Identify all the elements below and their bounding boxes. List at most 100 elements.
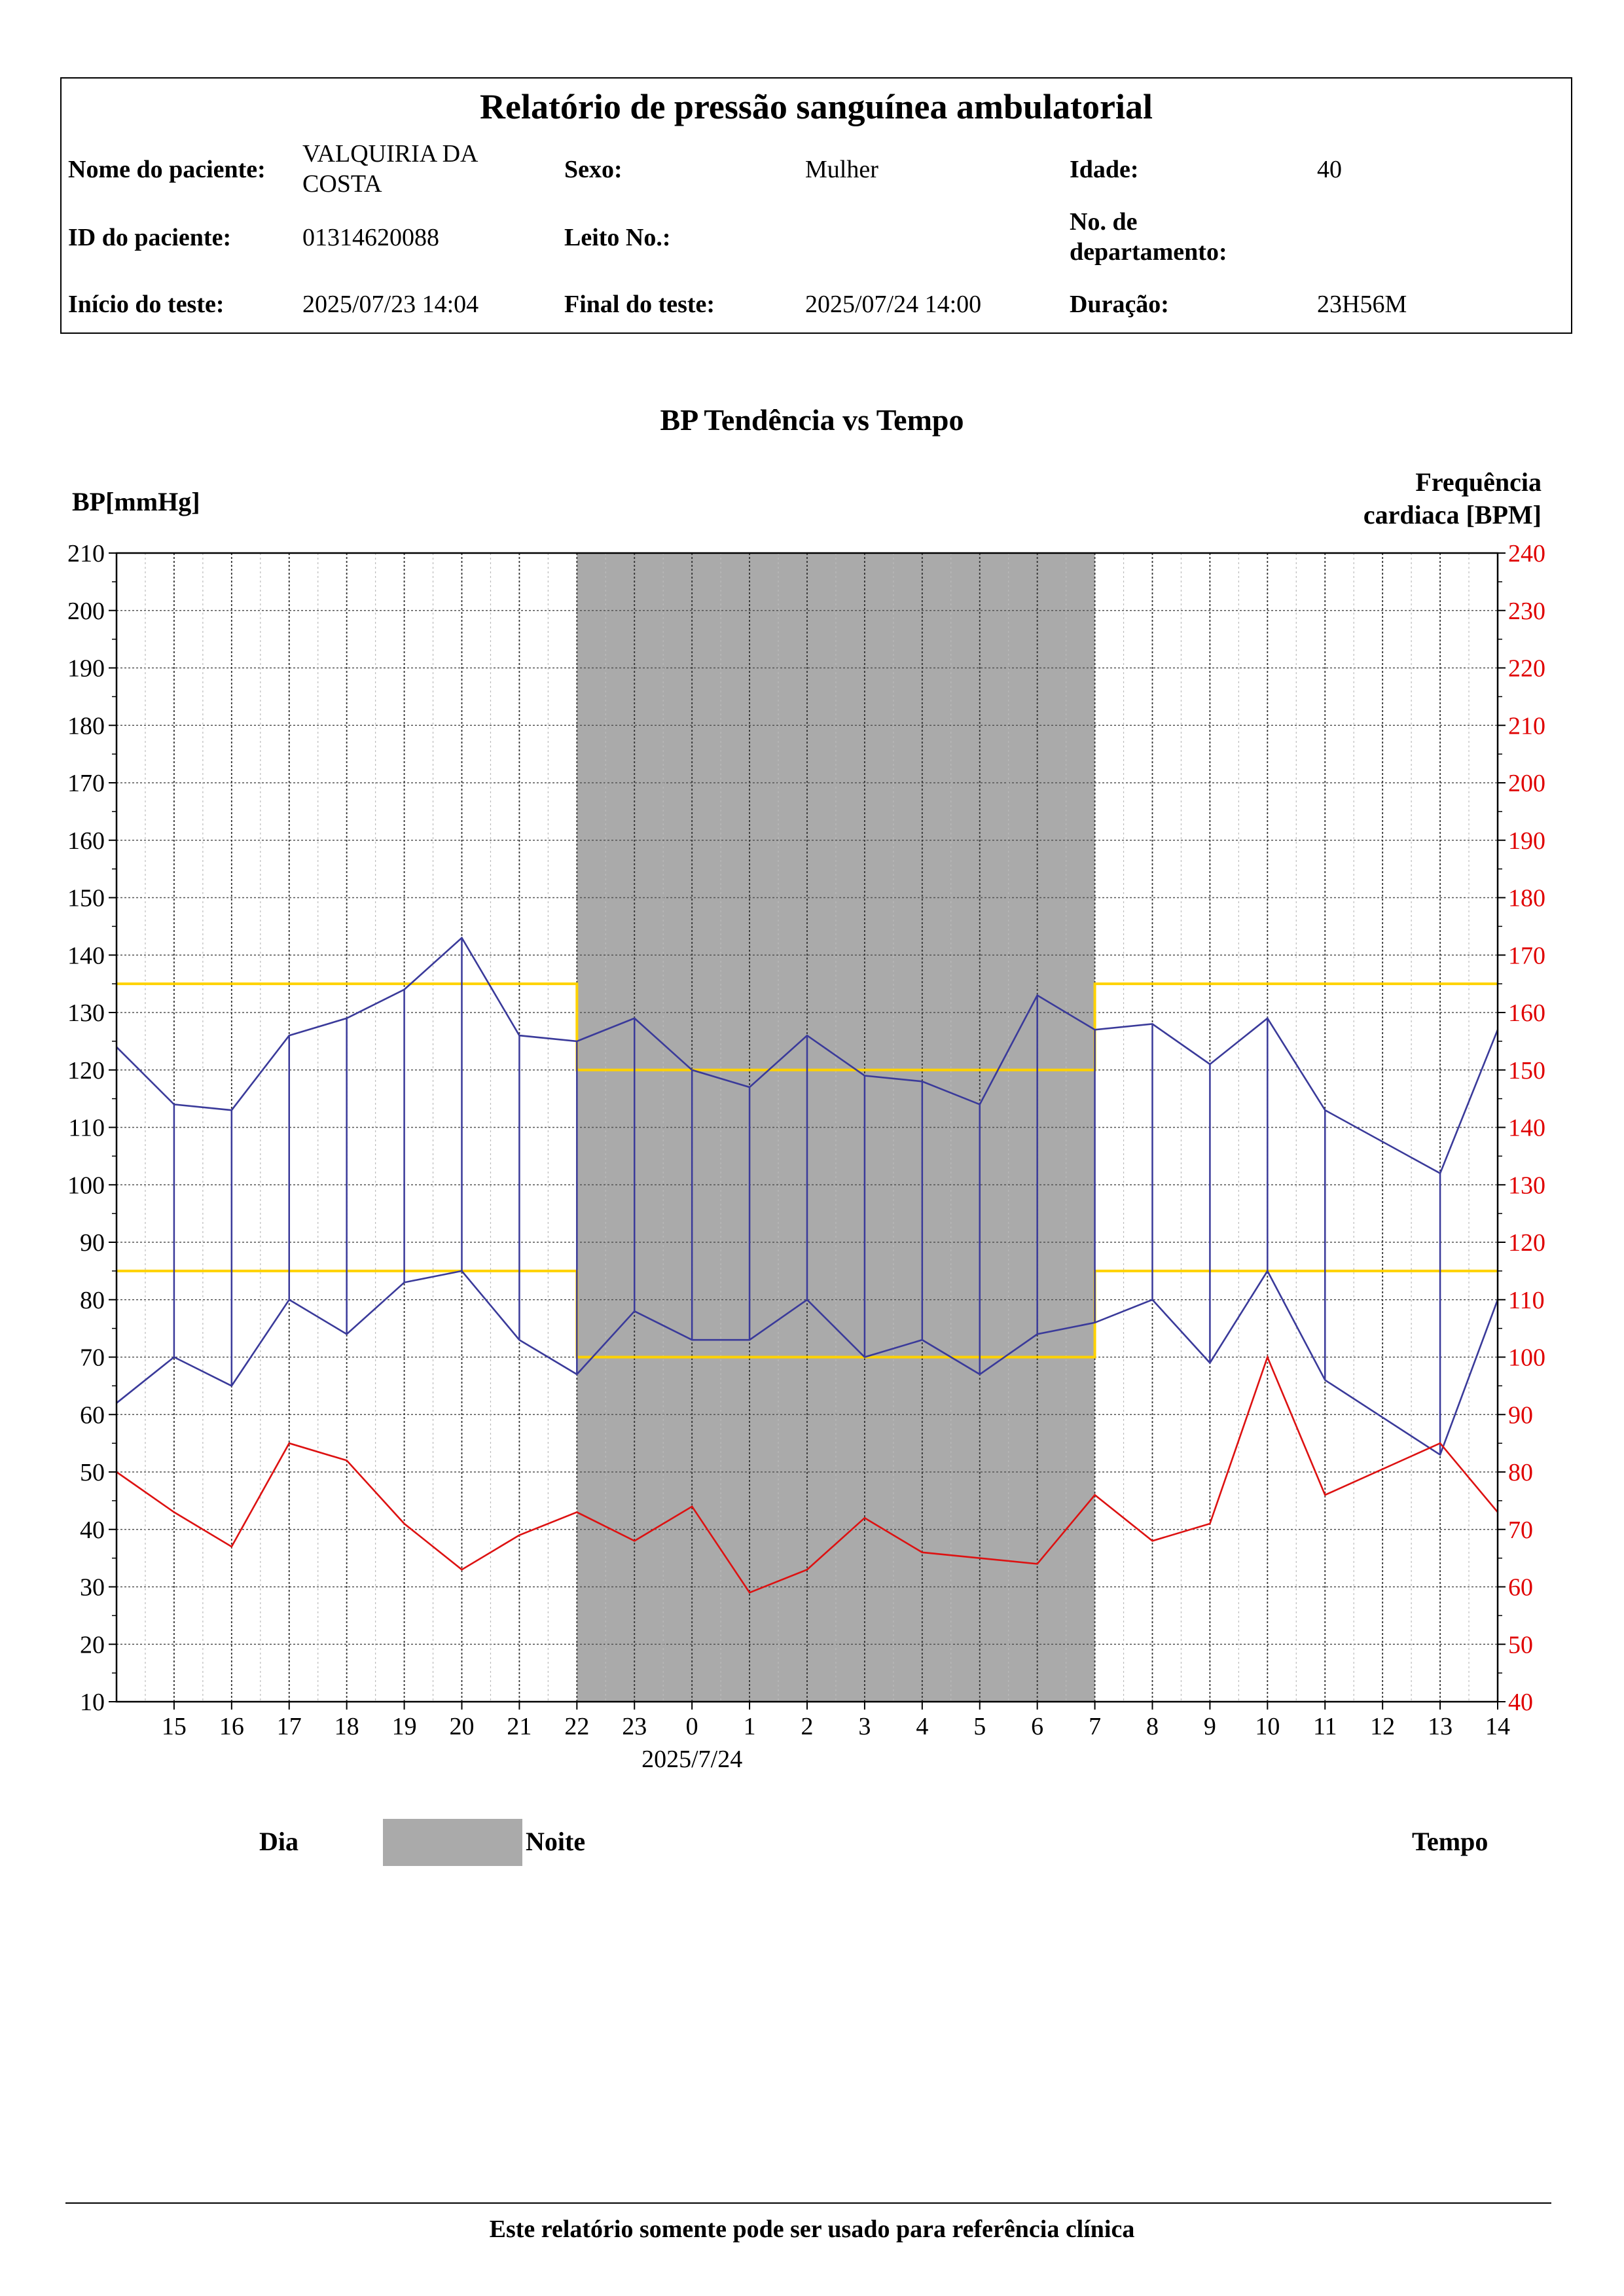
footer-divider — [65, 2202, 1551, 2204]
bp-trend-chart: 1020304050607080901001101201301401501601… — [67, 467, 1545, 1773]
report-title: Relatório de pressão sanguínea ambulator… — [479, 87, 1153, 126]
y-tick-label: 190 — [67, 655, 105, 683]
y-tick-label: 80 — [80, 1287, 105, 1314]
y-tick-label: 130 — [67, 999, 105, 1027]
heart-rate-line — [116, 1354, 1498, 1594]
y-tick-label: 100 — [67, 1172, 105, 1199]
x-tick-label: 21 — [507, 1713, 532, 1740]
test-end-value: 2025/07/24 14:00 — [805, 291, 982, 318]
threshold-systolic-line — [117, 982, 1498, 1071]
sex-value: Mulher — [805, 156, 878, 183]
legend-time-label: Tempo — [1412, 1827, 1489, 1856]
y2-tick-label: 240 — [1508, 540, 1545, 567]
sex-label: Sexo: — [564, 156, 623, 183]
y2-tick-label: 190 — [1508, 827, 1545, 855]
x-tick-label: 17 — [277, 1713, 302, 1740]
threshold-diastolic-line — [117, 1269, 1498, 1359]
y2-tick-label: 180 — [1508, 885, 1545, 912]
y2-tick-label: 110 — [1508, 1287, 1545, 1314]
x-tick-label: 19 — [392, 1713, 417, 1740]
y-tick-label: 200 — [67, 598, 105, 625]
y-tick-label: 20 — [80, 1631, 105, 1659]
y-tick-label: 180 — [67, 712, 105, 740]
x-tick-label: 22 — [564, 1713, 589, 1740]
x-tick-label: 10 — [1255, 1713, 1280, 1740]
patient-info-box: Relatório de pressão sanguínea ambulator… — [60, 77, 1572, 334]
duration-label: Duração: — [1070, 291, 1169, 318]
legend-night-swatch — [383, 1819, 522, 1866]
x-tick-label: 20 — [450, 1713, 475, 1740]
y2-tick-label: 80 — [1508, 1459, 1533, 1486]
y2-tick-label: 50 — [1508, 1631, 1533, 1659]
y2-tick-label: 100 — [1508, 1344, 1545, 1372]
patient-id-value: 01314620088 — [302, 224, 439, 251]
test-start-label: Início do teste: — [68, 291, 225, 318]
y-tick-label: 150 — [67, 885, 105, 912]
y-tick-label: 30 — [80, 1574, 105, 1602]
y-tick-label: 160 — [67, 827, 105, 855]
y-axis-title: BP[mmHg] — [72, 487, 200, 516]
legend-day-label: Dia — [259, 1827, 298, 1856]
x-tick-label: 5 — [973, 1713, 986, 1740]
x-tick-label: 1 — [744, 1713, 756, 1740]
y-tick-label: 60 — [80, 1401, 105, 1429]
x-tick-label: 23 — [622, 1713, 647, 1740]
diastolic-line — [116, 1269, 1499, 1456]
y2-tick-label: 150 — [1508, 1057, 1545, 1085]
y-tick-label: 10 — [80, 1689, 105, 1716]
x-tick-label: 7 — [1089, 1713, 1101, 1740]
y-tick-label: 170 — [67, 770, 105, 797]
y2-tick-label: 120 — [1508, 1229, 1545, 1257]
x-tick-label: 4 — [916, 1713, 928, 1740]
y2-axis-title-line1: Frequência — [1415, 467, 1542, 497]
y-tick-label: 110 — [68, 1115, 105, 1142]
x-tick-label: 13 — [1428, 1713, 1453, 1740]
y2-tick-label: 70 — [1508, 1516, 1533, 1544]
footer-disclaimer: Este relatório somente pode ser usado pa… — [489, 2215, 1135, 2243]
y2-tick-label: 210 — [1508, 712, 1545, 740]
y-tick-label: 70 — [80, 1344, 105, 1372]
y2-tick-label: 130 — [1508, 1172, 1545, 1199]
date-label: 2025/7/24 — [641, 1746, 742, 1773]
x-tick-label: 14 — [1485, 1713, 1510, 1740]
x-tick-label: 3 — [858, 1713, 871, 1740]
patient-id-label: ID do paciente: — [68, 224, 232, 251]
y2-tick-label: 230 — [1508, 598, 1545, 625]
x-tick-label: 6 — [1031, 1713, 1043, 1740]
y2-tick-label: 200 — [1508, 770, 1545, 797]
patient-name-value: VALQUIRIA DA COSTA — [302, 140, 477, 198]
y2-tick-label: 90 — [1508, 1401, 1533, 1429]
y-tick-label: 120 — [67, 1057, 105, 1085]
y2-tick-label: 160 — [1508, 999, 1545, 1027]
bed-label: Leito No.: — [564, 224, 671, 251]
y-tick-label: 90 — [80, 1229, 105, 1257]
test-start-value: 2025/07/23 14:04 — [302, 291, 479, 318]
x-tick-label: 9 — [1204, 1713, 1216, 1740]
systolic-line — [116, 936, 1499, 1175]
age-label: Idade: — [1070, 156, 1139, 183]
y2-tick-label: 140 — [1508, 1115, 1545, 1142]
department-label: No. de departamento: — [1070, 208, 1227, 266]
y2-tick-label: 220 — [1508, 655, 1545, 683]
age-value: 40 — [1317, 156, 1342, 183]
y2-tick-label: 40 — [1508, 1689, 1533, 1716]
y-tick-label: 40 — [80, 1516, 105, 1544]
x-tick-label: 16 — [219, 1713, 244, 1740]
duration-value: 23H56M — [1317, 291, 1407, 318]
y-tick-label: 140 — [67, 942, 105, 969]
x-tick-label: 15 — [162, 1713, 187, 1740]
x-tick-label: 18 — [334, 1713, 359, 1740]
x-tick-label: 12 — [1370, 1713, 1395, 1740]
y2-tick-label: 60 — [1508, 1574, 1533, 1602]
y-tick-label: 210 — [67, 540, 105, 567]
chart-title: BP Tendência vs Tempo — [660, 403, 964, 437]
patient-name-label: Nome do paciente: — [68, 156, 266, 183]
y2-tick-label: 170 — [1508, 942, 1545, 969]
x-tick-label: 2 — [801, 1713, 814, 1740]
test-end-label: Final do teste: — [564, 291, 715, 318]
y-tick-label: 50 — [80, 1459, 105, 1486]
x-tick-label: 8 — [1146, 1713, 1159, 1740]
legend-night-label: Noite — [526, 1827, 586, 1856]
y2-axis-title-line2: cardiaca [BPM] — [1363, 500, 1542, 529]
x-tick-label: 11 — [1313, 1713, 1337, 1740]
